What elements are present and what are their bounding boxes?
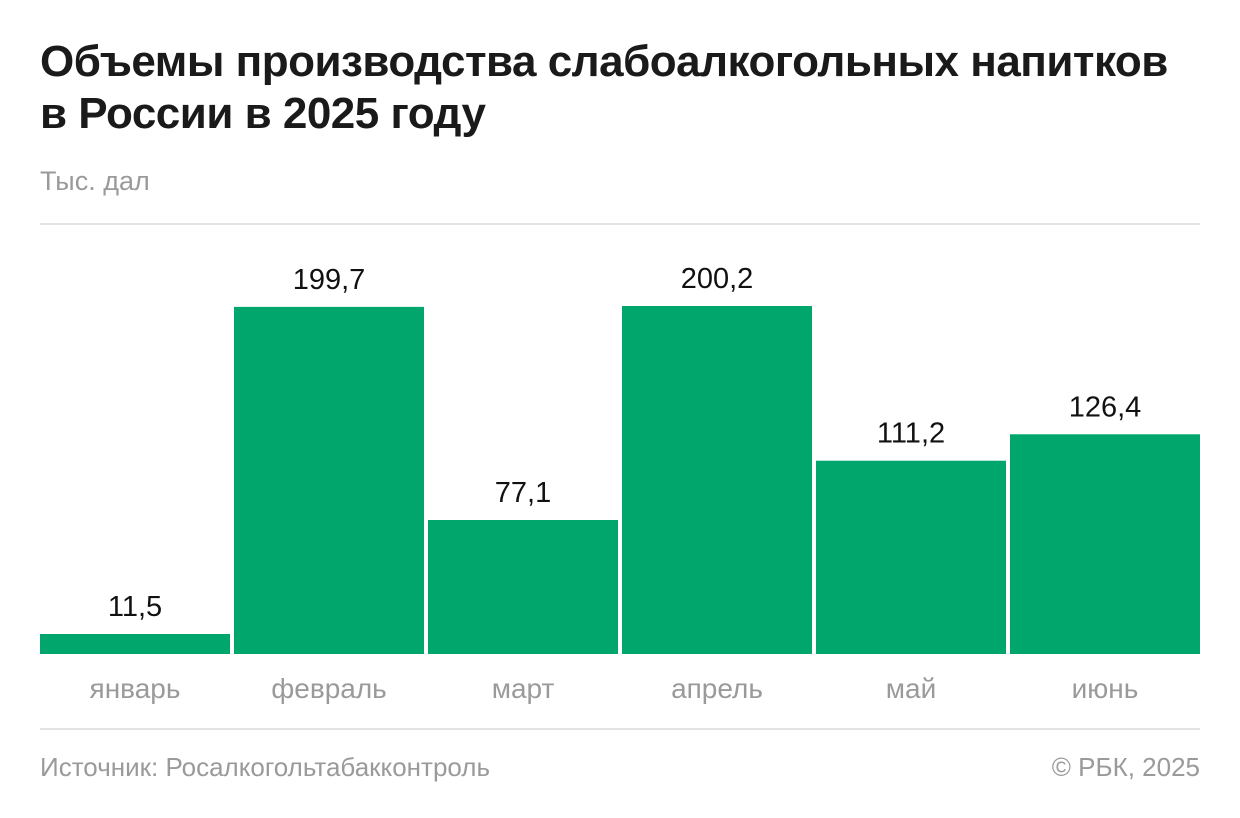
category-label-4: май [886,673,936,704]
value-label-3: 200,2 [681,263,754,295]
category-label-3: апрель [671,673,763,704]
source-note: Источник: Росалкогольтабакконтроль [40,752,491,782]
value-label-0: 11,5 [108,591,162,623]
value-label-4: 111,2 [877,418,945,450]
value-label-5: 126,4 [1069,391,1142,423]
category-label-0: январь [90,673,181,704]
bar-2 [428,519,618,654]
category-label-2: март [492,673,555,704]
category-label-5: июнь [1072,673,1139,704]
bar-1 [234,306,424,654]
value-label-1: 199,7 [293,264,366,296]
value-label-2: 77,1 [495,477,551,509]
unit-label: Тыс. дал [40,166,150,196]
bottom-divider [40,728,1200,730]
bar-5 [1010,434,1200,654]
bar-0 [40,634,230,654]
category-label-1: февраль [271,673,387,704]
top-divider [40,223,1200,225]
bar-chart: 11,5 январь 199,7 февраль 77,1 март 200,2 апрел… [40,263,1200,704]
copyright-note: © РБК, 2025 [1051,752,1200,782]
bar-4 [816,460,1006,654]
chart-title: Объемы производства слабоалкогольных нап… [40,37,1168,138]
bar-3 [622,306,812,654]
